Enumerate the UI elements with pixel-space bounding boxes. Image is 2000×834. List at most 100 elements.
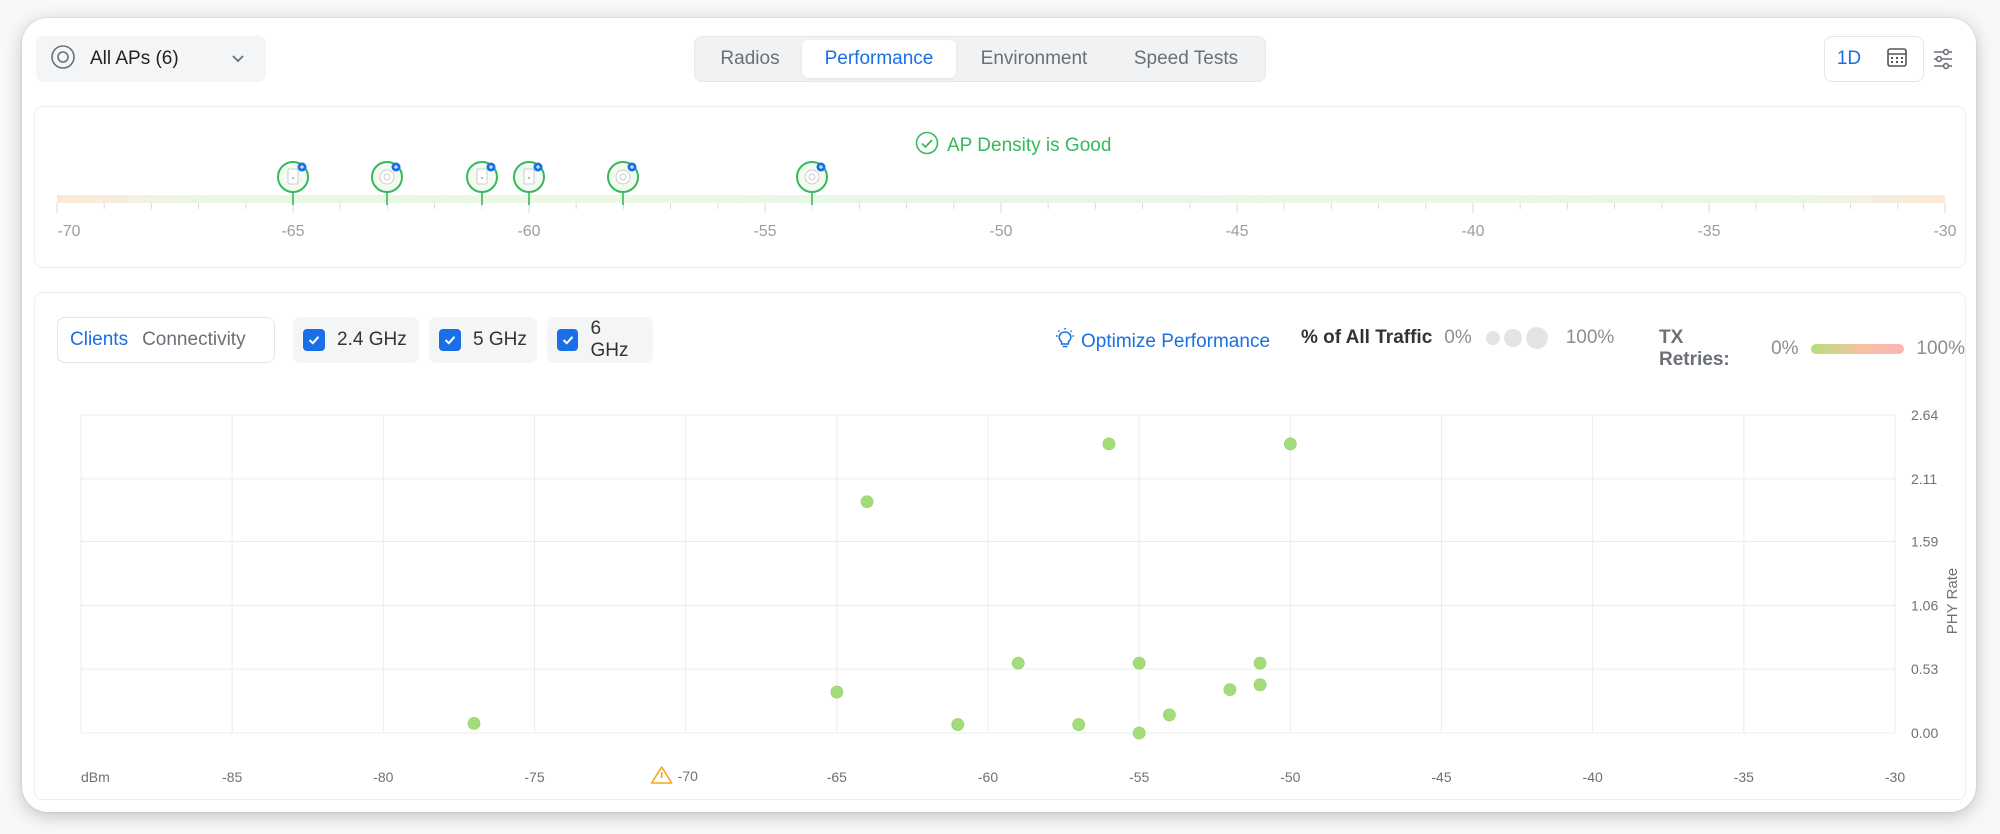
client-point[interactable] [1102,437,1116,451]
density-tick-label: -50 [989,223,1013,240]
x-tick-label: -60 [978,769,998,785]
tx-retries-min: 0% [1771,338,1799,359]
x-axis-label: dBm [81,769,110,785]
y-tick-label: 1.59 [1911,533,1938,549]
range-1d-button[interactable]: 1D [1836,48,1862,69]
filter-settings-button[interactable] [1932,48,1954,75]
ap-marker[interactable] [276,161,310,207]
x-tick-label: -70 [678,768,698,784]
ap-marker[interactable] [795,161,829,207]
checkbox-checked-icon[interactable] [557,329,579,351]
density-tick-label: -60 [517,223,541,240]
client-point[interactable] [1132,726,1146,740]
x-tick-label: -85 [222,769,242,785]
client-point[interactable] [1011,656,1025,670]
x-tick-label: -75 [524,769,544,785]
x-tick-warning: -70 [650,766,698,784]
x-tick-label: -30 [1885,769,1905,785]
client-point[interactable] [951,718,965,731]
phy-rate-scatter-chart: -85 -80 -75 -70 -65 -60 -55 -50 -45 -40 -35 -30 0.0… [80,407,1961,785]
access-point-icon [796,161,829,205]
optimize-performance-link[interactable]: Optimize Performance [1053,327,1270,357]
x-tick-label: -35 [1734,769,1754,785]
band-filter-5ghz[interactable]: 5 GHz [429,317,537,363]
band-filter-2-4ghz[interactable]: 2.4 GHz [293,317,419,363]
clients-option[interactable]: Clients [70,329,129,350]
client-point[interactable] [860,495,874,509]
ap-density-panel: AP Density is Good -70 -65 -60 -55 -50 -45 -40… [34,106,1966,268]
band-filter-6ghz[interactable]: 6 GHz [547,317,653,363]
traffic-size-dots [1485,327,1552,349]
chart-grid [80,414,1896,734]
chevron-down-icon [230,50,246,71]
band-label: 2.4 GHz [337,329,407,350]
client-point[interactable] [467,716,481,730]
calendar-icon [1886,46,1908,73]
band-label: 5 GHz [473,329,527,350]
ap-selector-dropdown[interactable]: All APs (6) [36,36,266,82]
density-tick-label: -45 [1225,223,1249,240]
client-point[interactable] [1253,678,1267,692]
client-point[interactable] [1132,656,1146,670]
density-tick-label: -55 [753,223,777,240]
tab-performance[interactable]: Performance [802,40,956,78]
traffic-legend-min: 0% [1444,327,1472,348]
client-point[interactable] [1253,656,1267,670]
density-tick-label: -35 [1697,223,1721,240]
tx-retries-legend: TX Retries: 0% 100% [1659,327,1965,371]
access-point-icon [513,161,545,205]
connectivity-option[interactable]: Connectivity [142,329,246,350]
view-mode-toggle: Clients Connectivity [57,317,275,363]
access-point-icon [465,161,498,205]
density-tick-label: -70 [57,223,81,240]
tx-retries-max: 100% [1916,338,1965,359]
client-point[interactable] [1163,708,1176,722]
lightbulb-icon [1053,327,1077,357]
y-tick-label: 2.11 [1911,471,1937,487]
performance-panel: Clients Connectivity 2.4 GHz 5 GHz 6 GHz… [34,292,1966,800]
y-tick-label: 2.64 [1911,407,1938,423]
density-status-text: AP Density is Good [947,135,1112,156]
ap-marker[interactable] [512,161,546,207]
traffic-legend-title: % of All Traffic [1301,327,1433,348]
density-tick-label: -65 [281,223,305,240]
client-point[interactable] [1283,437,1297,451]
checkbox-checked-icon[interactable] [439,329,461,351]
x-tick-label: -45 [1431,769,1451,785]
ap-selector-label: All APs (6) [90,48,179,69]
y-tick-label: 0.53 [1911,661,1938,677]
calendar-button[interactable] [1873,37,1921,81]
tab-radios[interactable]: Radios [720,48,780,69]
density-scale-bar [57,195,1945,203]
traffic-legend-max: 100% [1565,327,1615,348]
band-label: 6 GHz [590,318,629,361]
client-point[interactable] [1072,718,1086,731]
check-circle-icon [915,131,939,161]
access-point-icon [607,161,640,205]
time-range-group: 1D [1824,36,1924,82]
ap-marker[interactable] [465,161,499,207]
density-tick-label: -40 [1461,223,1485,240]
tx-retries-title: TX Retries: [1659,327,1730,370]
checkbox-checked-icon[interactable] [303,329,325,351]
ap-marker[interactable] [370,161,404,207]
sliders-icon [1932,48,1954,74]
client-point[interactable] [830,685,844,699]
density-tick-marks [56,203,1946,213]
ap-marker[interactable] [606,161,640,207]
optimize-performance-text: Optimize Performance [1081,331,1271,352]
tx-retries-gradient [1810,344,1905,354]
x-tick-label: -50 [1280,769,1300,785]
tab-environment[interactable]: Environment [980,48,1088,69]
y-axis-label: PHY Rate [1944,568,1961,634]
x-tick-label: -40 [1583,769,1603,785]
tab-speed-tests[interactable]: Speed Tests [1133,48,1239,69]
access-point-icon [277,161,309,205]
target-icon [50,44,76,75]
density-tick-label: -30 [1933,223,1957,240]
y-tick-label: 0.00 [1911,725,1938,741]
client-point[interactable] [1223,683,1237,697]
warning-icon [650,766,673,784]
access-point-icon [371,161,404,205]
density-status: AP Density is Good [915,131,1111,161]
